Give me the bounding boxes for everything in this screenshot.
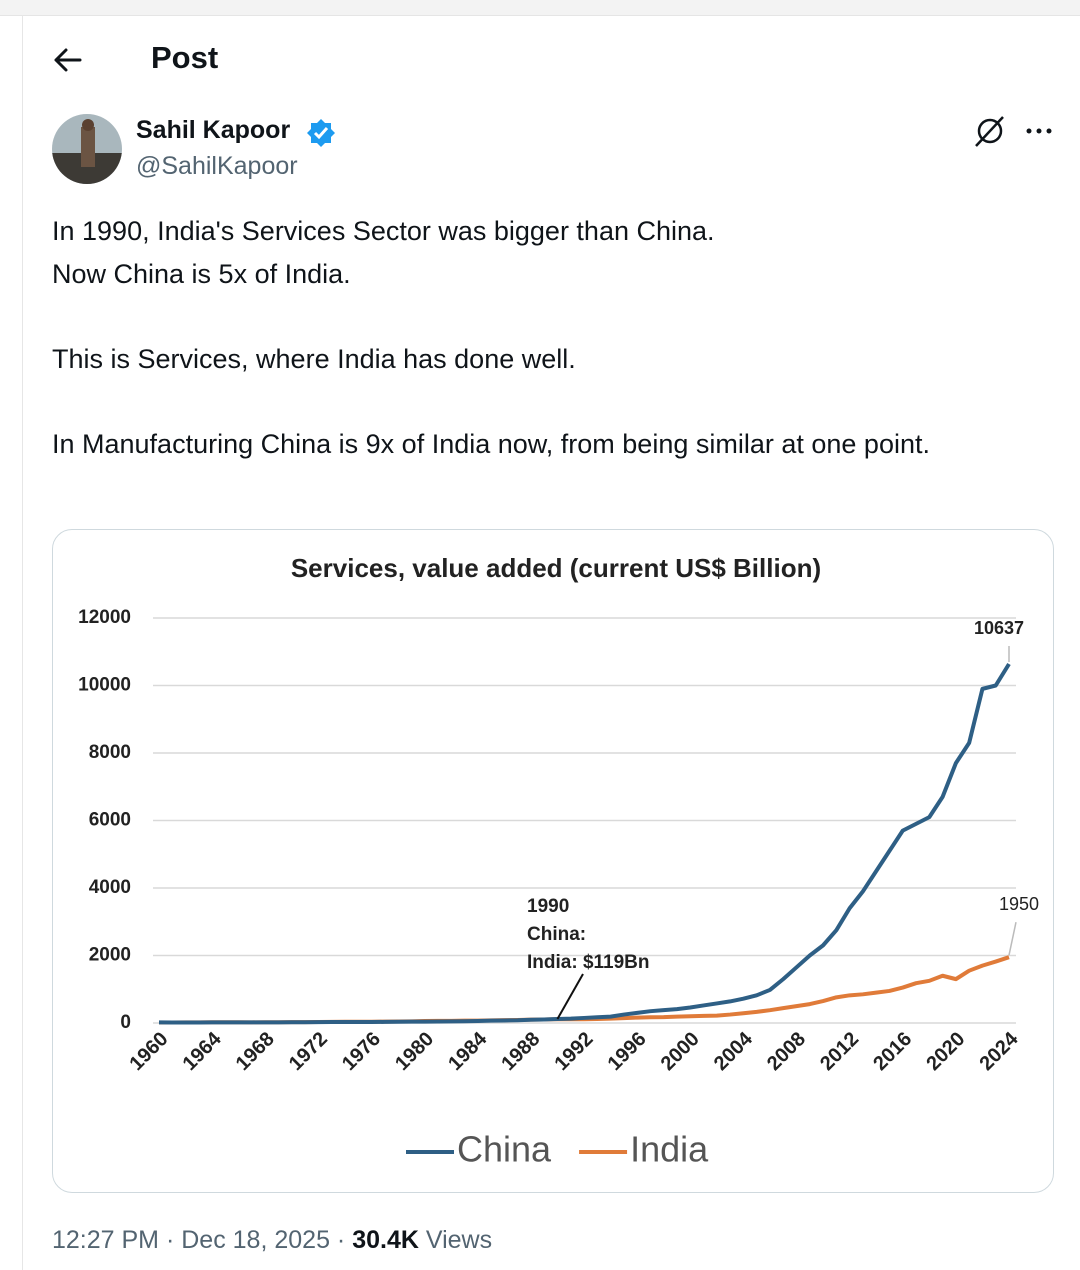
verified-badge: [307, 119, 335, 147]
annotation: 1990: [527, 896, 569, 917]
top-bar: [0, 0, 1080, 16]
y-tick-label: 10000: [78, 675, 131, 696]
separator: ·: [165, 1226, 175, 1254]
views-label: Views: [425, 1226, 493, 1254]
chart: Services, value added (current US$ Billi…: [78, 553, 1039, 1170]
text-line: In 1990, India's Services Sector was big…: [52, 216, 715, 246]
x-tick-label: 2008: [763, 1028, 810, 1075]
views-count: 30.4K: [352, 1226, 419, 1254]
x-tick-label: 2024: [976, 1027, 1024, 1075]
post-text: In 1990, India's Services Sector was big…: [52, 210, 992, 508]
x-tick-label: 1968: [232, 1028, 279, 1075]
author-name[interactable]: Sahil Kapoor: [136, 116, 291, 144]
x-tick-label: 1972: [285, 1028, 332, 1075]
x-tick-label: 2004: [710, 1027, 758, 1075]
y-tick-label: 8000: [89, 742, 131, 763]
author-handle[interactable]: @SahilKapoor: [136, 152, 298, 180]
x-tick-label: 2020: [922, 1028, 969, 1075]
y-tick-label: 4000: [89, 877, 131, 898]
annotation: China:: [527, 924, 586, 945]
x-tick-label: 1984: [444, 1027, 492, 1075]
label-leader: [1008, 922, 1017, 956]
x-tick-label: 1976: [338, 1028, 385, 1075]
x-tick-label: 2000: [657, 1028, 704, 1075]
x-tick-label: 2012: [816, 1028, 863, 1075]
data-label: 10637: [974, 618, 1024, 638]
y-tick-label: 2000: [89, 945, 131, 966]
avatar[interactable]: [51, 113, 123, 185]
x-tick-label: 2016: [869, 1028, 916, 1075]
x-tick-label: 1992: [551, 1028, 598, 1075]
text-line: In Manufacturing China is 9x of India no…: [52, 428, 930, 459]
back-button[interactable]: [50, 44, 86, 76]
time: 12:27 PM: [52, 1226, 160, 1254]
legend-label: India: [630, 1129, 709, 1170]
separator: ·: [336, 1226, 346, 1254]
header-title: Post: [151, 40, 219, 75]
text-line: This is Services, where India has done w…: [52, 343, 576, 374]
annotation: India: $119Bn: [527, 952, 650, 973]
data-label: 1950: [999, 894, 1039, 914]
post-actions[interactable]: [972, 114, 1062, 150]
post-meta: 12:27 PM · Dec 18, 2025 · 30.4K Views: [52, 1226, 492, 1255]
x-tick-label: 1996: [604, 1028, 651, 1075]
line-series: [158, 662, 1011, 1025]
divider: [22, 15, 23, 1270]
text-line: Now China is 5x of India.: [52, 258, 351, 289]
y-tick-label: 0: [120, 1012, 131, 1033]
chart-title: Services, value added (current US$ Billi…: [291, 553, 821, 583]
y-tick-label: 12000: [78, 607, 131, 628]
annotation-pointer: [556, 973, 584, 1020]
y-tick-label: 6000: [89, 810, 131, 831]
chart-card[interactable]: Services, value added (current US$ Billi…: [52, 529, 1054, 1193]
x-tick-label: 1960: [126, 1028, 173, 1075]
x-tick-label: 1964: [179, 1027, 227, 1075]
legend-label: China: [457, 1129, 552, 1170]
x-tick-label: 1988: [497, 1028, 544, 1075]
x-tick-label: 1980: [391, 1028, 438, 1075]
date: Dec 18, 2025: [181, 1226, 330, 1254]
